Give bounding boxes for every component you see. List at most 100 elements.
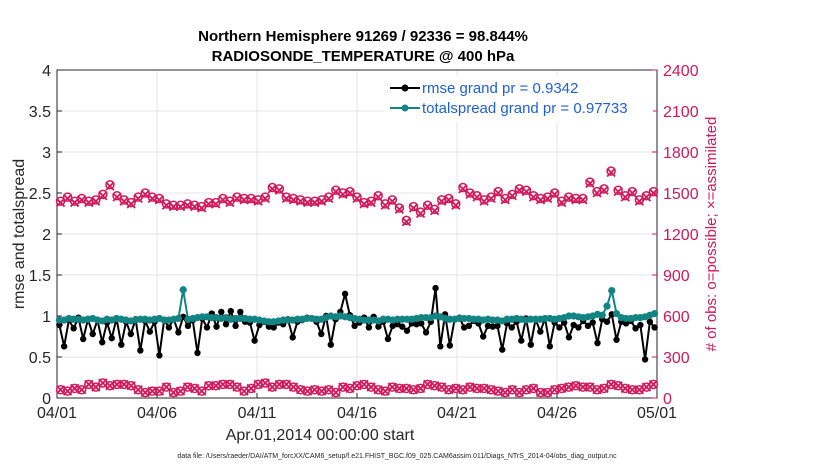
series-5-point [232,382,242,392]
series-0-point [270,324,277,331]
series-2-point [309,196,320,206]
series-3-point [281,193,292,204]
series-3-point [77,195,87,205]
series-5-point [274,379,284,389]
cross-stroke [154,195,164,205]
series-4-point [302,386,313,396]
y-tick-label-left: 0.5 [29,350,51,367]
series-3-point [380,200,390,210]
cross-stroke [126,199,136,209]
series-0-point [218,308,225,316]
cross-stroke [585,382,595,392]
series-5-point [338,382,348,392]
series-3-point [112,192,122,202]
y-tick-label-left: 2 [42,227,51,244]
series-0-point [70,325,77,332]
cross-stroke [479,383,489,394]
chart-marks [55,166,659,398]
cross-stroke [190,383,200,394]
series-4-point [168,387,179,398]
y-tick-label-right: 300 [663,350,690,367]
y-tick-label-left: 3.5 [29,104,51,121]
cross-stroke [147,193,157,204]
series-1-point [598,311,606,319]
series-5-point [415,383,426,394]
series-3-point [620,192,630,202]
cross-stroke [550,189,560,200]
y-tick-label-left: 4 [42,63,51,80]
series-5-point [394,383,404,394]
series-3-point [133,193,143,204]
cross-stroke [91,382,101,392]
cross-stroke [310,197,320,208]
series-3-point [648,188,659,198]
legend-marker-totalspread [401,104,409,112]
cross-stroke [239,195,249,205]
cross-stroke [161,200,172,210]
series-3-point [98,191,108,201]
series-2-point [84,196,94,206]
series-0-point [613,336,620,343]
cross-stroke [182,200,193,210]
x-tick-label: 04/21 [437,405,477,422]
series-0-point [222,321,230,328]
series-0-point [637,321,644,329]
series-3-point [444,195,454,205]
series-2-point [521,185,532,196]
series-3-point [197,203,207,213]
series-0-point [508,324,515,331]
series-0-point [318,330,325,338]
cross-stroke [133,385,143,395]
series-3-point [182,200,193,210]
series-5-point [211,381,221,391]
cross-stroke [451,383,461,394]
cross-stroke [451,200,461,210]
series-0-point [256,321,263,329]
cross-stroke [564,382,574,392]
series-0-point [213,323,220,330]
series-5-point [197,386,207,396]
y-tick-label-right: 1200 [663,227,699,244]
cross-stroke [521,385,532,395]
series-5-point [98,378,108,388]
series-5-point [70,383,80,394]
cross-stroke [84,379,94,389]
series-3-point [352,193,362,204]
axis-ticks: 0 0.5 1 1.5 2 2.5 3 3.5 4 0 300 600 900 1200 1500 1800 2… [29,63,699,422]
series-2-point [507,189,518,200]
series-2-point [204,197,214,208]
cross-stroke [175,386,186,396]
series-5-point [571,381,581,391]
series-0-point [237,308,244,316]
cross-stroke [408,203,419,213]
cross-stroke [260,193,270,204]
cross-stroke [535,387,546,398]
cross-stroke [253,196,263,206]
series-4-point [218,379,228,390]
series-3-point [338,189,348,200]
series-0-point [227,307,235,315]
series-2-point [62,192,73,202]
series-0-point [394,321,401,328]
series-2-point [373,190,383,201]
series-5-point [444,385,454,395]
cross-stroke [324,385,334,395]
y-tick-label-right: 900 [663,268,690,285]
cross-stroke [486,385,496,395]
series-5-point [585,382,595,392]
cross-stroke [225,379,235,389]
cross-stroke [91,196,101,206]
cross-stroke [175,202,186,212]
cross-stroke [557,197,567,208]
series-4-point [147,386,158,396]
cross-stroke [557,383,567,394]
series-1-point [612,309,621,318]
cross-stroke [507,385,517,395]
series-3-point [430,206,440,216]
series-5-point [542,387,553,398]
cross-stroke [571,381,581,391]
cross-stroke [542,387,553,398]
series-3-point [366,197,376,208]
series-2-point [458,182,468,193]
series-2-point [105,180,115,190]
